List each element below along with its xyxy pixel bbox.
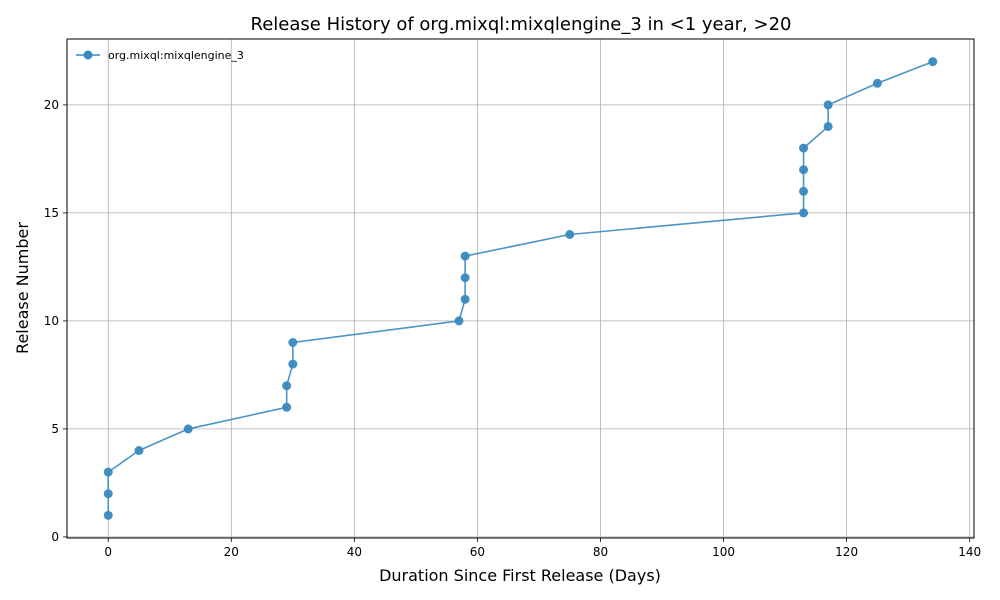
plot-area-border [66,38,975,539]
data-point [454,316,464,326]
x-tick-label: 100 [712,545,735,559]
data-point [460,273,470,283]
data-point [282,381,292,391]
x-tick-label: 40 [347,545,362,559]
series-layer [103,57,938,520]
x-tick-label: 60 [470,545,485,559]
data-point [103,467,113,477]
data-point [460,294,470,304]
data-point [183,424,193,434]
y-tick-label: 10 [44,314,59,328]
legend-label: org.mixql:mixqlengine_3 [108,49,244,62]
x-axis-label: Duration Since First Release (Days) [379,566,661,585]
data-point [103,489,113,499]
x-tick-label: 0 [104,545,112,559]
data-point [823,100,833,110]
data-point [565,229,575,239]
legend-marker [83,50,93,60]
series-line [107,60,934,516]
data-point [799,186,809,196]
x-tick-label: 120 [835,545,858,559]
data-point [103,510,113,520]
data-point [928,57,938,67]
y-tick-label: 15 [44,206,59,220]
data-point [460,251,470,261]
x-tick-label: 80 [593,545,608,559]
x-tick-label: 20 [224,545,239,559]
data-point [288,338,298,348]
data-point [823,121,833,131]
y-axis-ticks: 0 5 10 15 20 [44,98,67,544]
y-tick-label: 0 [51,530,59,544]
x-tick-label: 140 [958,545,981,559]
y-tick-label: 5 [51,422,59,436]
data-point [288,359,298,369]
data-point [134,446,144,456]
data-point [282,402,292,412]
data-point [799,165,809,175]
chart-title: Release History of org.mixql:mixqlengine… [251,14,792,35]
data-point [799,143,809,153]
data-point [799,208,809,218]
x-axis-ticks: 0 20 40 60 80 100 120 140 [104,538,981,559]
grid [67,39,974,538]
y-axis-label: Release Number [13,222,32,354]
legend: org.mixql:mixqlengine_3 [76,49,244,62]
data-point [872,78,882,88]
y-tick-label: 20 [44,98,59,112]
